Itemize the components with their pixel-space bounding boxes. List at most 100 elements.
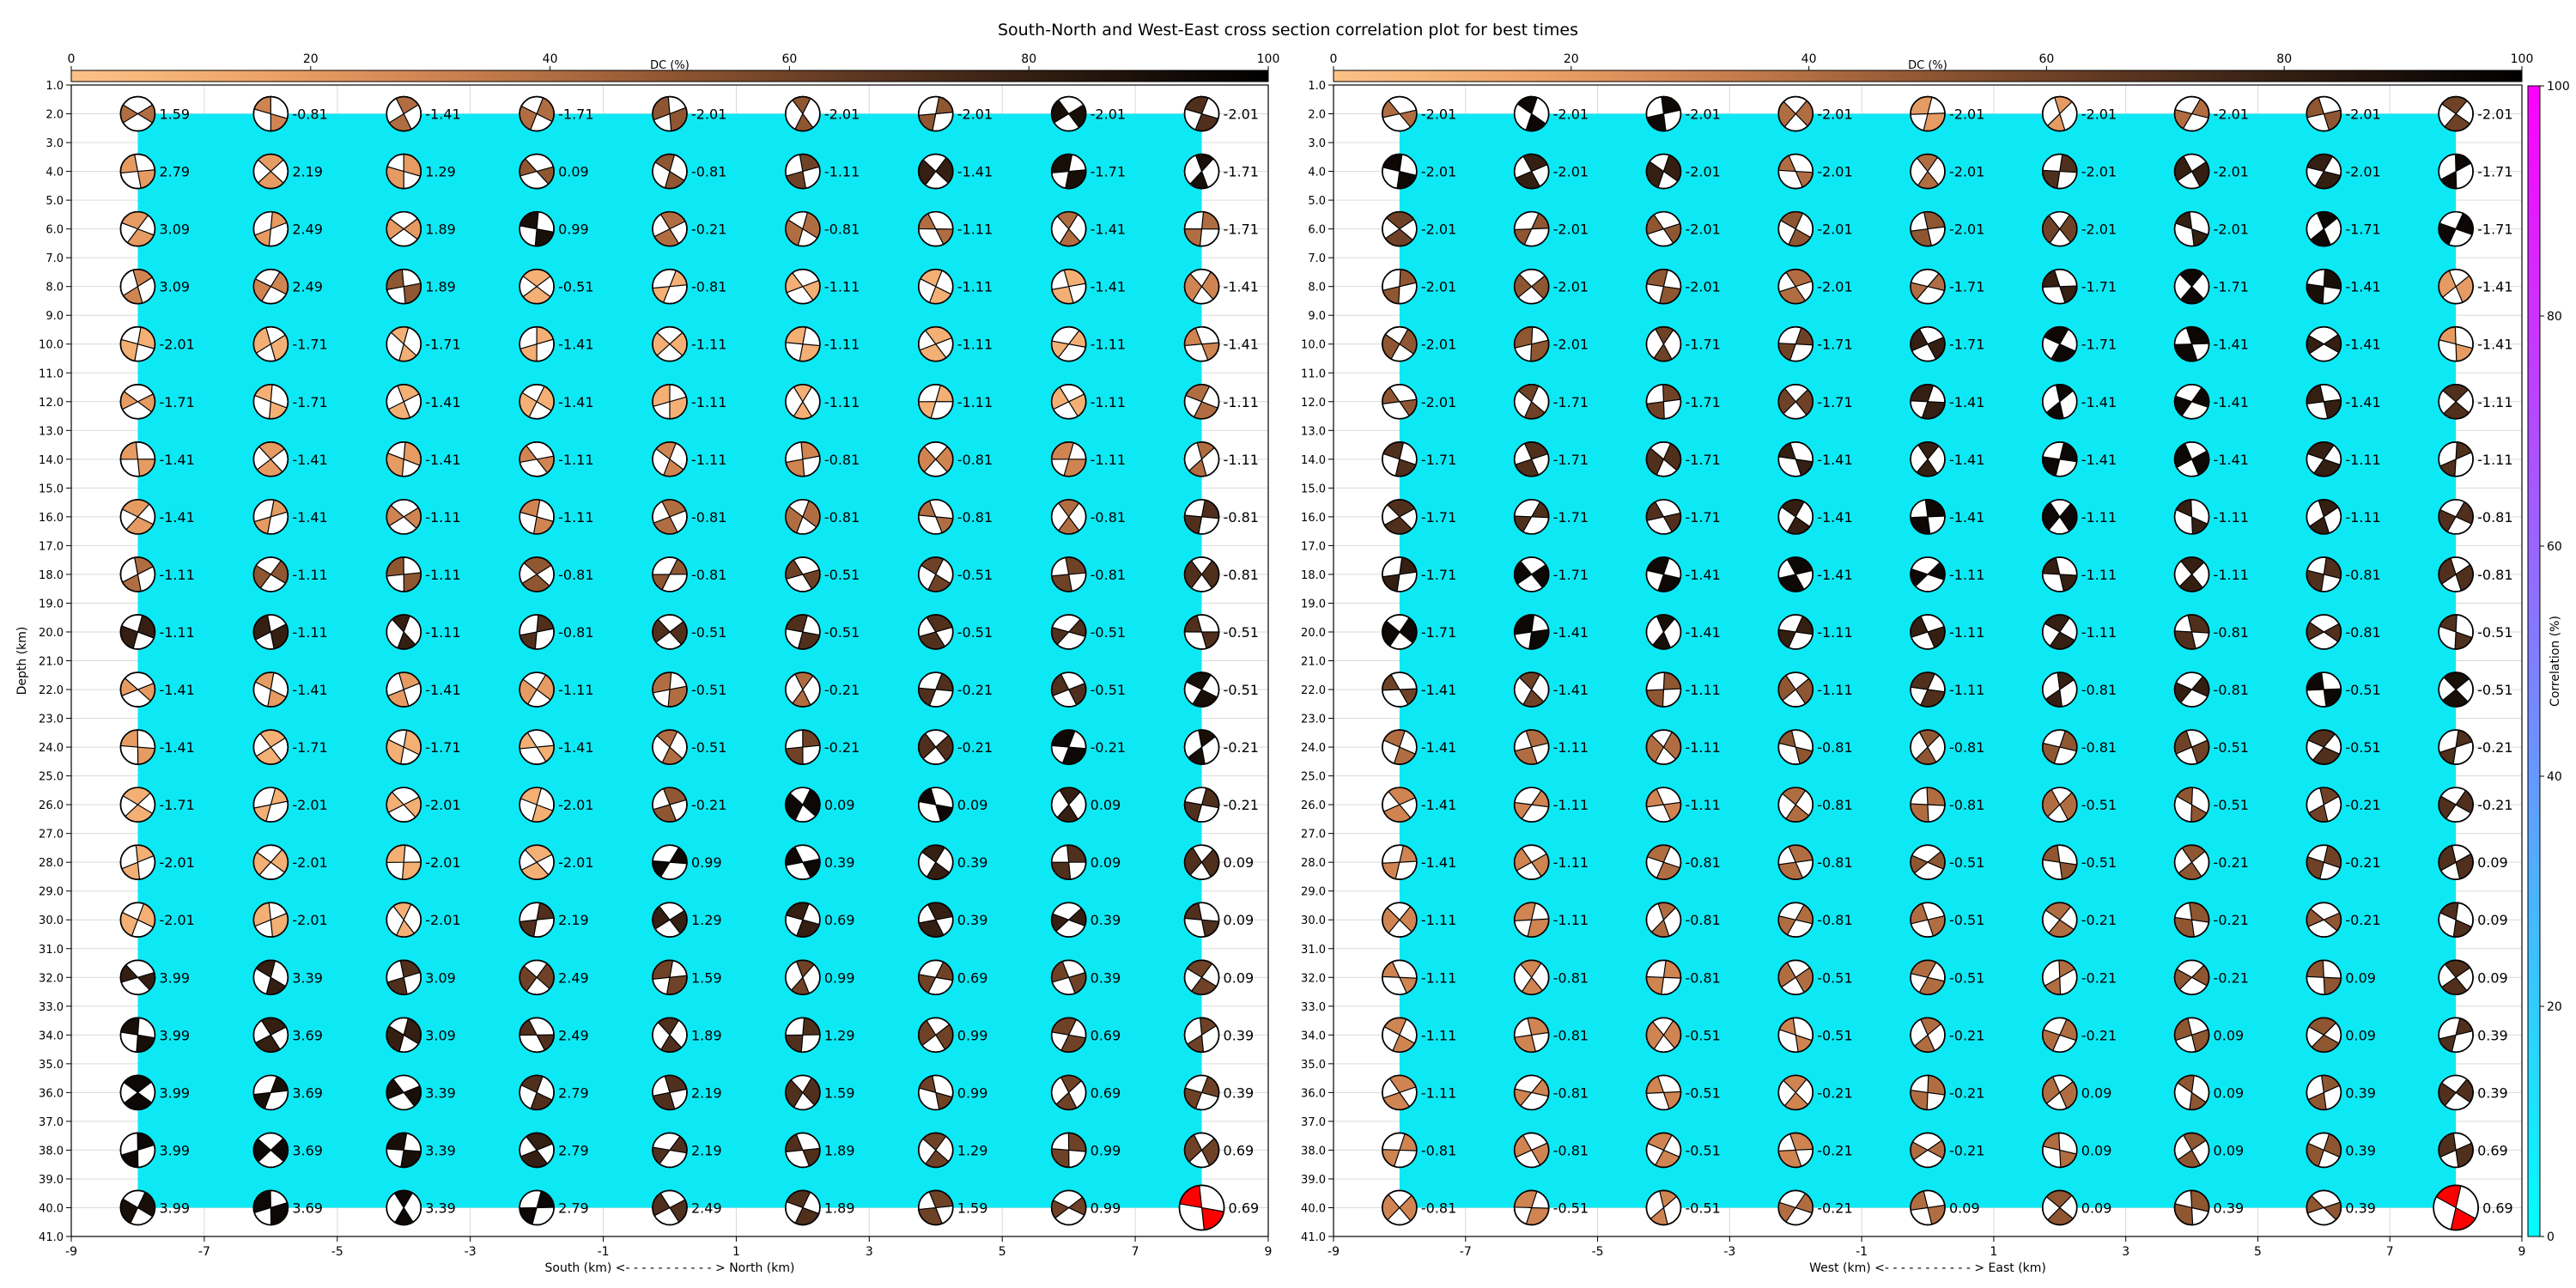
time-label: -0.81 [1685,912,1720,928]
time-label: -0.21 [824,739,860,756]
beachball: 1.29 [652,902,722,939]
time-label: -1.71 [1685,394,1720,410]
beachball: -1.71 [1777,383,1853,420]
time-label: 0.39 [2214,1200,2245,1216]
beachball-rim [1910,383,1946,420]
time-label: -0.51 [1091,682,1126,698]
panel-south-north: 1.59 -0.81 -1.41 -1.71 -2.01 -2.01 -2.01 -2.01 -… [15,52,1279,1275]
time-label: 0.09 [2214,1027,2245,1043]
beachball: -2.01 [386,787,461,823]
beachball: 1.89 [785,1132,855,1169]
time-label: 0.69 [2482,1200,2513,1216]
beachball-rim [2306,844,2342,880]
beachball: -0.81 [1777,902,1853,939]
time-label: -0.81 [957,509,993,526]
beachball: -1.41 [519,325,594,362]
time-label: 1.59 [159,106,190,123]
beachball-rim [1777,1017,1814,1054]
beachball: 1.29 [386,153,456,190]
beachball: -2.01 [1513,210,1589,247]
beachball-rim [2173,210,2210,247]
beachball-rim [2041,95,2078,132]
time-label: -1.41 [1421,739,1456,756]
beachball: -1.41 [1382,844,1456,880]
y-tick-label: 15.0 [1301,483,1326,495]
beachball-rim [252,787,289,823]
time-label: -1.71 [1421,509,1456,526]
beachball: -1.11 [2041,556,2117,592]
time-label: 0.09 [1091,854,1121,871]
beachball: -0.81 [652,499,726,535]
time-label: -1.11 [691,452,726,468]
beachball: -0.21 [1910,1132,1984,1169]
time-label: -1.71 [2214,279,2249,295]
time-label: -0.51 [1949,969,1984,986]
time-label: -1.11 [691,337,726,353]
beachball-rim [1645,383,1682,420]
time-label: 2.79 [558,1200,589,1216]
time-label: -1.11 [2081,567,2117,583]
time-label: -0.81 [1685,854,1720,871]
time-label: -2.01 [1553,279,1589,295]
beachball-rim [1645,268,1682,305]
time-label: -1.41 [2477,279,2512,295]
beachball: -0.81 [1513,959,1589,996]
beachball-rim [2306,556,2342,592]
beachball: 0.39 [917,844,987,880]
beachball: -1.41 [119,441,195,477]
beachball: -2.01 [1513,268,1589,305]
time-label: -2.01 [292,912,327,928]
time-label: -2.01 [1421,164,1456,180]
x-tick-label: 9 [2518,1245,2526,1259]
beachball: -1.71 [252,729,328,765]
beachball-rim [1183,671,1220,708]
beachball: 2.19 [652,1132,722,1169]
x-tick-label: -5 [1592,1245,1604,1259]
beachball-rim [519,210,555,247]
time-label: 2.79 [558,1084,589,1101]
beachball: -0.21 [2041,902,2117,939]
y-tick-label: 11.0 [39,368,64,380]
beachball: 1.59 [652,959,722,996]
time-label: -1.71 [2081,279,2117,295]
time-label: -2.01 [1224,106,1259,123]
time-label: -1.11 [1553,912,1589,928]
time-label: 0.69 [957,969,988,986]
beachball: -1.41 [1183,325,1259,362]
beachball-rim [1645,902,1682,939]
beachball: -1.41 [1050,210,1126,247]
beachball-rim [652,499,688,535]
beachball: -1.41 [119,729,195,765]
beachball-rim [1050,268,1087,305]
time-label: 0.39 [1091,912,1121,928]
time-label: -1.41 [1553,624,1589,641]
beachball-rim [386,556,422,592]
time-label: -1.71 [1817,394,1852,410]
beachball: -1.11 [2438,383,2513,420]
correlation-tick-label: 100 [2547,80,2570,94]
beachball-rim [252,1017,289,1054]
beachball: 0.99 [917,1074,987,1111]
beachball-rim [119,556,156,592]
y-tick-label: 10.0 [1301,339,1326,352]
beachball: -2.01 [2041,210,2117,247]
beachball-rim [1777,499,1814,535]
time-label: -0.51 [957,624,993,641]
time-label: -0.21 [2477,739,2512,756]
time-label: -2.01 [1949,106,1984,123]
beachball-rim [2041,844,2078,880]
beachball-rim [252,441,289,477]
time-label: 2.19 [691,1084,722,1101]
time-label: -1.71 [558,106,593,123]
beachball-rim [1777,153,1814,190]
time-label: 1.29 [425,164,456,180]
beachball-rim [119,959,156,996]
beachball: -0.81 [2438,556,2513,592]
beachball: 0.09 [519,153,589,190]
beachball: 0.69 [1178,1184,1259,1231]
time-label: -0.81 [1817,797,1852,813]
beachball-rim [119,1189,156,1226]
time-label: -1.41 [1685,567,1720,583]
time-label: -2.01 [425,854,460,871]
beachball: -1.11 [1183,441,1259,477]
